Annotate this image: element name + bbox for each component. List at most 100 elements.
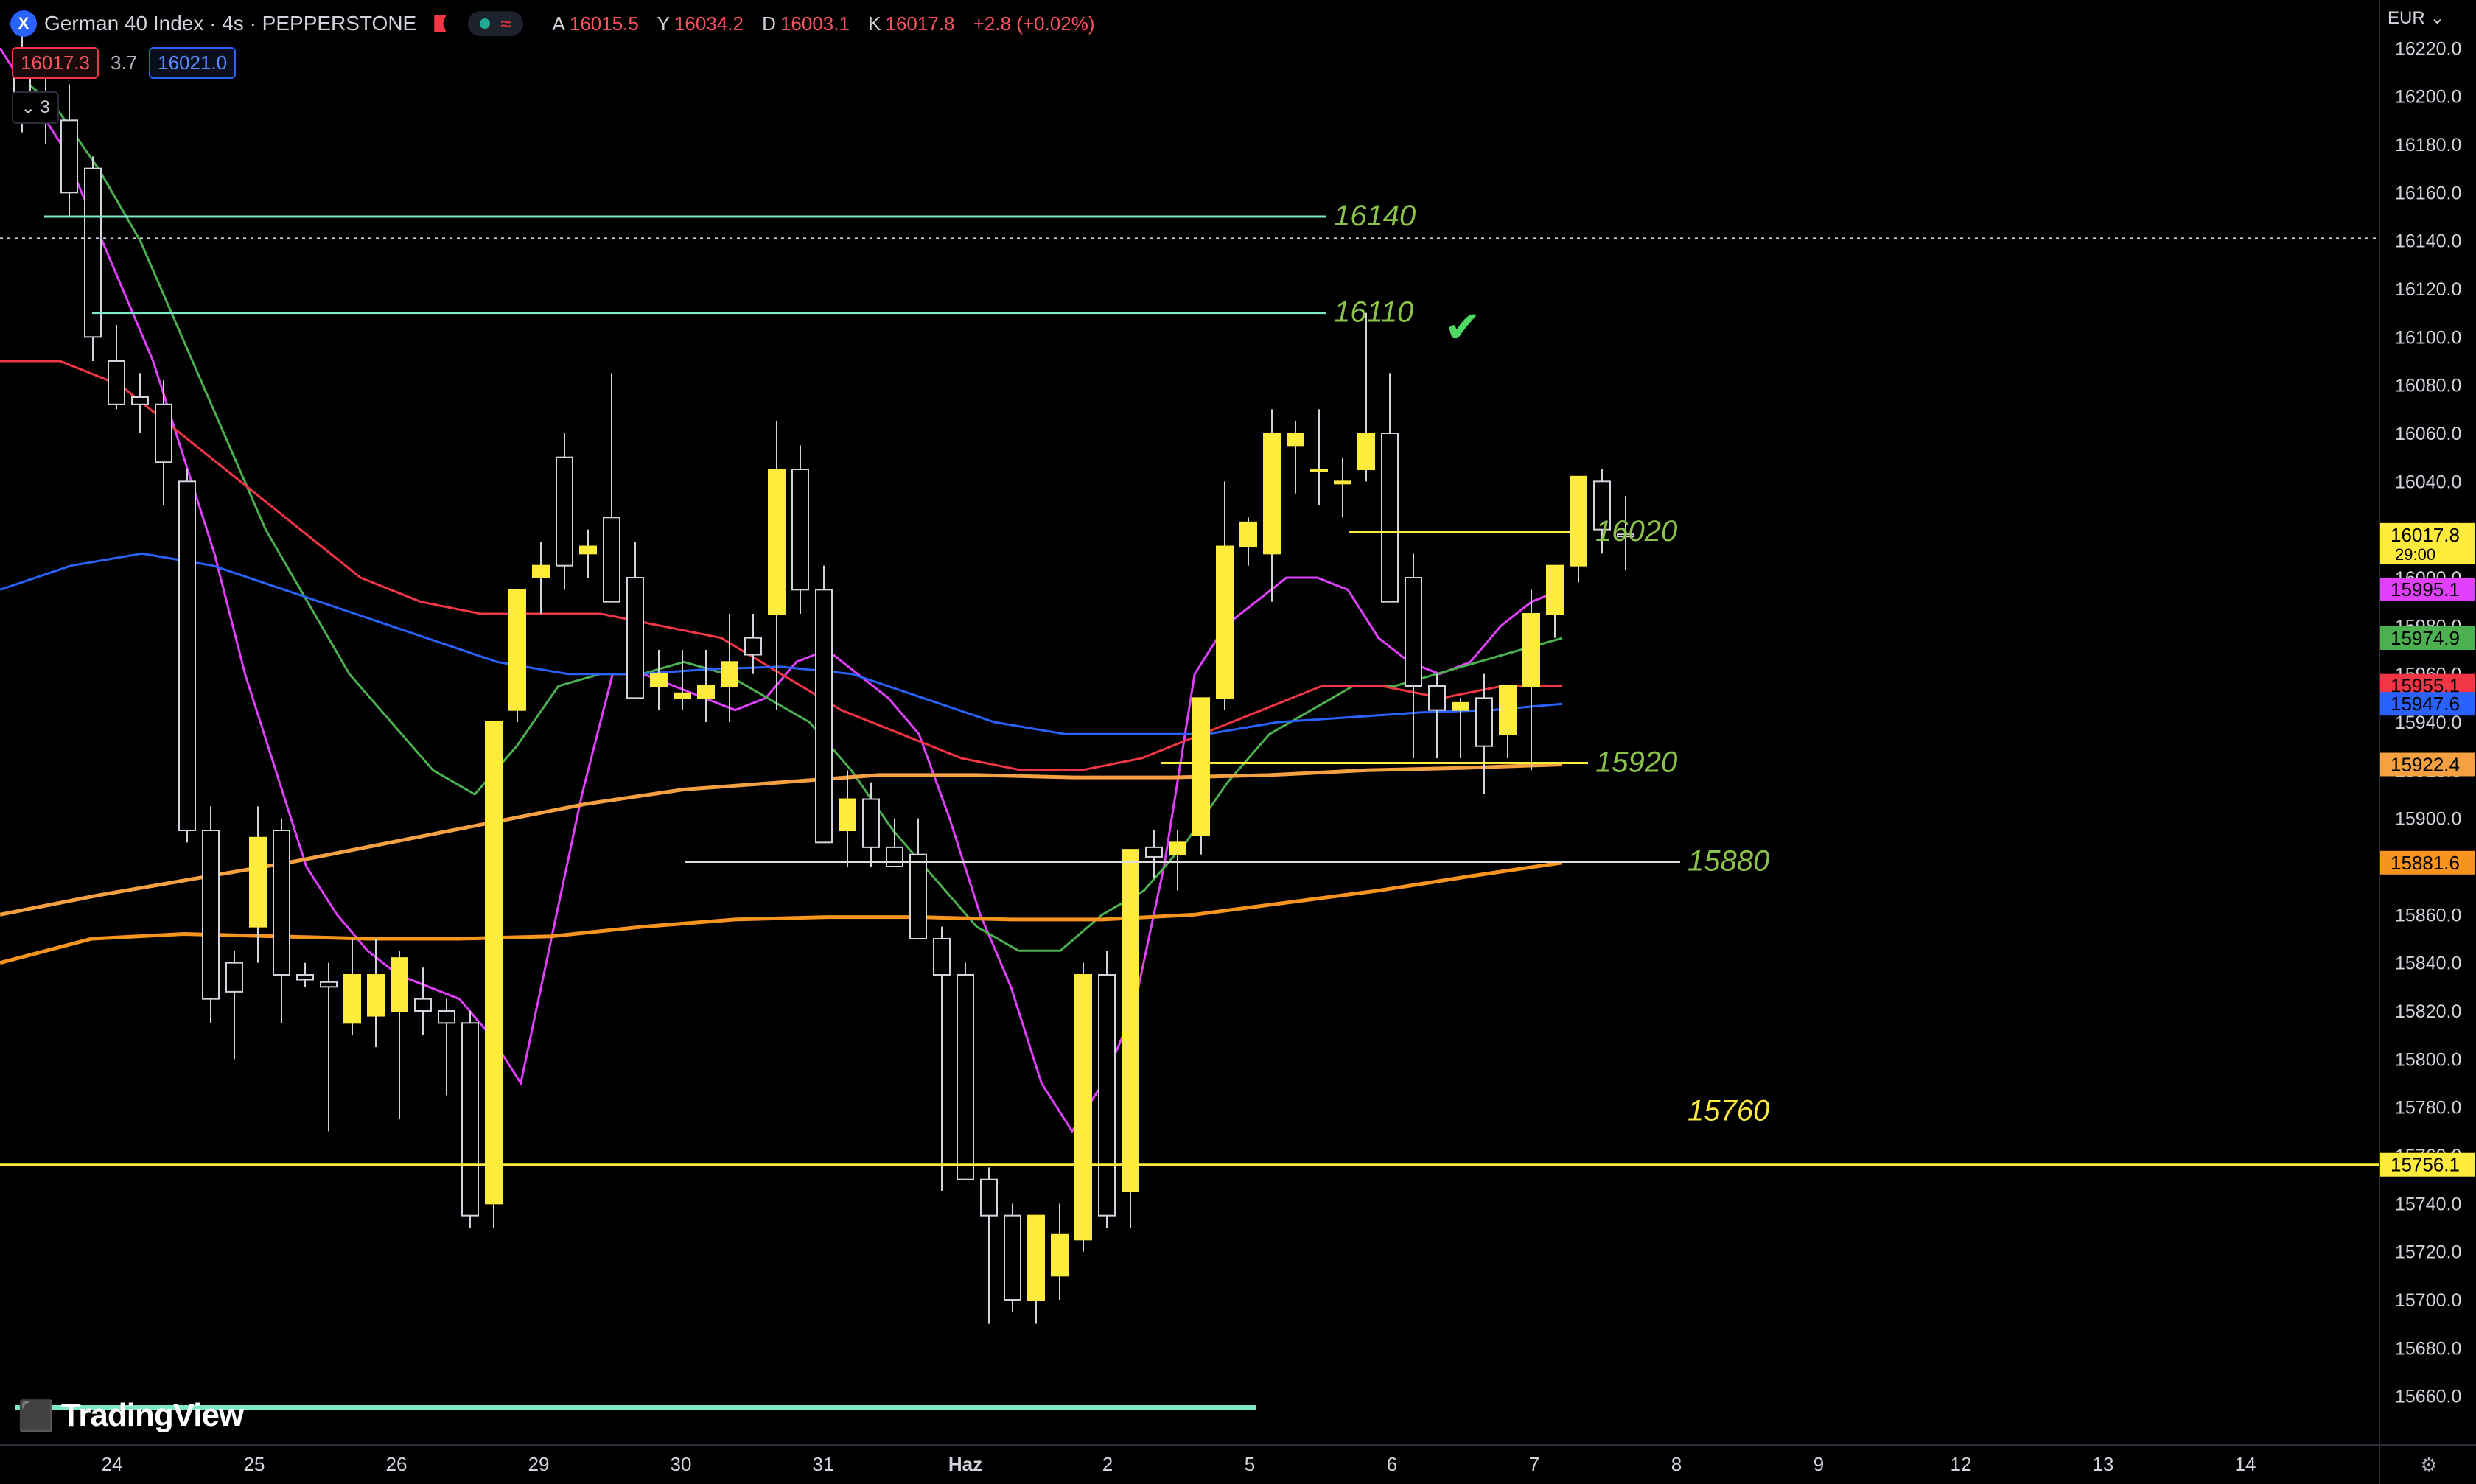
level-label-15920: 15920 [1595, 746, 1677, 779]
candle-body [791, 469, 809, 591]
price-tick: 15780.0 [2395, 1098, 2461, 1119]
price-tick: 16160.0 [2395, 183, 2461, 203]
candle-body [579, 545, 597, 555]
chevron-down-icon: ⌄ [2430, 8, 2445, 28]
sell-button[interactable]: 16017.3 [12, 47, 99, 79]
candle-body [815, 589, 833, 844]
low-label: D [762, 12, 776, 35]
indicator-count: 3 [40, 97, 50, 117]
currency-selector[interactable]: EUR ⌄ [2388, 7, 2444, 29]
price-label-bg [2380, 626, 2475, 650]
low-value: 16003.1 [780, 12, 850, 35]
price-tick: 15940.0 [2395, 713, 2461, 733]
date-tick: 14 [2235, 1453, 2256, 1475]
tradingview-logo-icon: ⬛ [18, 1399, 55, 1432]
symbol-title[interactable]: German 40 Index · 4s · PEPPERSTONE [44, 12, 417, 35]
candle-body [1617, 533, 1634, 538]
close-value: 16017.8 [885, 12, 955, 35]
candle-body [1287, 433, 1304, 447]
candle-body [438, 1010, 455, 1024]
candle-body [1145, 846, 1163, 858]
candle-body [697, 685, 715, 699]
price-label: 15922.4 [2391, 753, 2460, 775]
candle-body [1499, 685, 1517, 735]
candle-body [273, 830, 290, 976]
candle-body [674, 692, 691, 699]
candle-body [1098, 974, 1116, 1217]
ma-line-1 [0, 47, 1563, 1134]
price-label-bg [2380, 578, 2475, 602]
flag-icon[interactable] [434, 15, 447, 32]
candle-body [603, 517, 620, 603]
market-open-dot-icon [480, 18, 491, 29]
price-tick: 15840.0 [2395, 953, 2461, 974]
indicator-toggle-button[interactable]: ⌄ 3 [12, 91, 59, 124]
candle-body [1004, 1214, 1021, 1301]
wave-icon: ≈ [500, 12, 511, 35]
date-tick: 7 [1529, 1453, 1539, 1475]
price-label-bg [2380, 522, 2475, 564]
settings-gear-icon[interactable]: ⚙ [2379, 1444, 2476, 1484]
candle-body [980, 1178, 998, 1217]
candle-body [626, 577, 644, 699]
spread-value: 3.7 [110, 52, 138, 74]
symbol-icon[interactable]: X [10, 10, 37, 37]
candle-body [60, 119, 78, 194]
date-tick: 25 [244, 1453, 265, 1475]
high-label: Y [657, 12, 670, 35]
market-status-pill[interactable]: ≈ [468, 11, 523, 36]
price-tick: 16180.0 [2395, 135, 2461, 155]
candle-body [108, 360, 125, 405]
candle-body [1051, 1233, 1069, 1277]
price-tick: 16080.0 [2395, 376, 2461, 396]
candle-body [414, 998, 432, 1012]
candle-body [155, 403, 172, 463]
candle-body [1475, 697, 1493, 747]
level-label-15760: 15760 [1688, 1095, 1769, 1127]
price-label: 15881.6 [2391, 852, 2460, 874]
date-tick: 26 [386, 1453, 408, 1475]
buy-button[interactable]: 16021.0 [149, 47, 237, 79]
candle-body [1405, 577, 1422, 687]
price-label-bg [2380, 1152, 2475, 1177]
price-tick: 16040.0 [2395, 472, 2461, 492]
candle-body [320, 981, 338, 988]
trade-panel: 16017.3 3.7 16021.0 [12, 47, 237, 79]
candle-body [1239, 521, 1257, 547]
candle-body [1310, 469, 1328, 472]
level-label-16110: 16110 [1334, 296, 1413, 329]
candle-body [556, 456, 573, 567]
candle-body [202, 830, 220, 1000]
date-tick: 29 [528, 1453, 550, 1475]
level-label-16140: 16140 [1334, 200, 1416, 232]
price-axis[interactable] [2379, 0, 2476, 1444]
date-tick: 30 [671, 1453, 692, 1475]
candle-body [744, 637, 762, 656]
candle-body [933, 938, 951, 976]
tradingview-logo[interactable]: ⬛ TradingView [18, 1397, 244, 1434]
candle-body [839, 798, 856, 831]
ma-line-3 [0, 360, 1563, 771]
price-tick: 15900.0 [2395, 809, 2461, 830]
candle-body [1216, 545, 1234, 699]
candle-body [1428, 685, 1446, 711]
price-tick: 16060.0 [2395, 424, 2461, 444]
candle-body [1192, 697, 1210, 836]
candle-body [886, 846, 903, 868]
price-tick: 16200.0 [2395, 87, 2461, 108]
price-label-bg [2380, 692, 2475, 716]
candle-body [296, 974, 314, 981]
candle-body [721, 661, 738, 687]
date-tick: 31 [813, 1453, 834, 1475]
date-tick: 6 [1387, 1453, 1397, 1475]
candle-body [461, 1022, 479, 1217]
candle-body [862, 798, 880, 848]
candle-body [178, 480, 196, 831]
tradingview-logo-text: TradingView [60, 1397, 244, 1433]
price-label: 15947.6 [2391, 693, 2460, 715]
time-axis[interactable] [0, 1444, 2379, 1484]
price-tick: 15660.0 [2395, 1387, 2461, 1407]
chevron-down-icon: ⌄ [21, 97, 36, 118]
candle-body [225, 962, 243, 993]
